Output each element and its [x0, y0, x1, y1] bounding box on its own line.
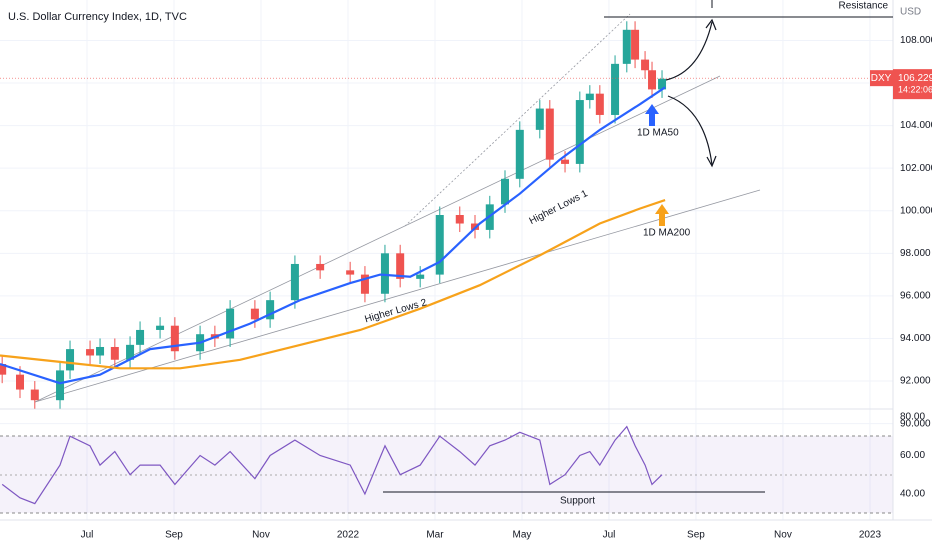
higher-lows-2-line	[34, 189, 761, 403]
candle-body	[170, 325, 179, 352]
x-tick-label: Sep	[687, 530, 705, 541]
y-tick-label: 102.000	[900, 163, 932, 174]
annotation: Resistance	[839, 1, 889, 12]
currency: USD	[900, 7, 921, 18]
candle-body	[380, 253, 389, 294]
candle-body	[535, 108, 544, 130]
candle-body	[631, 29, 640, 60]
y-tick-label: 92.000	[900, 376, 931, 387]
down-arrow-head	[706, 155, 717, 168]
candle-body	[658, 78, 667, 90]
candle-body	[641, 59, 650, 71]
candle-body	[416, 274, 425, 279]
candle-body	[648, 70, 657, 90]
candle-body	[396, 253, 405, 279]
x-tick-label: Jul	[603, 530, 616, 541]
y-tick-label: 94.000	[900, 333, 931, 344]
line	[0, 86, 666, 385]
candle-body	[156, 325, 165, 330]
x-tick-label: Nov	[252, 530, 270, 541]
y-tick-label: 96.000	[900, 291, 931, 302]
x-tick-label: Nov	[774, 530, 792, 541]
y-tick-label: 104.000	[900, 120, 932, 131]
candle-body	[136, 329, 145, 345]
x-tick-label: 2023	[859, 530, 882, 541]
candle-body	[561, 159, 570, 164]
annotation: 1D MA200	[643, 228, 691, 239]
marks	[0, 21, 893, 505]
candle-body	[30, 389, 39, 401]
candle-body	[66, 349, 75, 371]
x-tick-label: May	[513, 530, 532, 541]
grid	[0, 0, 893, 520]
x-tick-label: 2022	[337, 530, 360, 541]
higher-lows-1-line	[34, 75, 721, 403]
y-tick-label: 60.00	[900, 450, 925, 461]
candle-body	[611, 63, 620, 115]
countdown: 14:22:06	[898, 85, 932, 95]
candle-body	[346, 270, 355, 275]
candle-body	[515, 129, 524, 179]
candle-body	[250, 308, 259, 320]
candle-body	[435, 215, 444, 275]
channel-upper	[404, 13, 631, 227]
candle-body	[96, 346, 105, 356]
ma200-arrow	[655, 204, 669, 226]
candle-body	[595, 93, 604, 115]
y-tick-label: 40.00	[900, 489, 925, 500]
candle-body	[266, 300, 275, 320]
candle-body	[622, 29, 631, 64]
line	[1, 425, 663, 505]
candle-body	[290, 263, 299, 301]
candle-body	[0, 364, 7, 375]
candle-body	[545, 108, 554, 160]
annotation: Support	[560, 496, 595, 507]
candle-body	[110, 346, 119, 360]
y-tick-label: 90.000	[900, 418, 931, 429]
candle-body	[575, 100, 584, 164]
down-arrow	[667, 95, 713, 166]
chart-title: U.S. Dollar Currency Index, 1D, TVC	[8, 11, 187, 23]
candle-body	[585, 93, 594, 101]
annotation: 1D MA50	[637, 128, 679, 139]
price-box	[893, 69, 932, 100]
candle-body	[360, 274, 369, 294]
candle-body	[126, 344, 135, 360]
candle-body	[316, 263, 325, 271]
x-tick-label: Sep	[165, 530, 183, 541]
candle-body	[16, 374, 25, 390]
line	[0, 199, 666, 370]
candle-body	[226, 308, 235, 339]
y-tick-label: 80.00	[900, 412, 925, 423]
up-arrow	[665, 21, 713, 81]
y-tick-label: 100.000	[900, 205, 932, 216]
candle-body	[56, 370, 65, 401]
y-tick-label: 98.000	[900, 248, 931, 259]
candle-body	[86, 349, 95, 356]
candle-body	[501, 178, 510, 205]
x-tick-label: Mar	[426, 530, 444, 541]
y-tick-label: 108.000	[900, 35, 932, 46]
up-arrow-head	[705, 18, 717, 31]
candle-body	[455, 215, 464, 224]
ma50-arrow	[645, 104, 659, 126]
symbol: DXY	[871, 73, 892, 84]
symbol-box	[870, 70, 893, 87]
last-price: 106.229	[898, 73, 932, 84]
x-tick-label: Jul	[81, 530, 94, 541]
